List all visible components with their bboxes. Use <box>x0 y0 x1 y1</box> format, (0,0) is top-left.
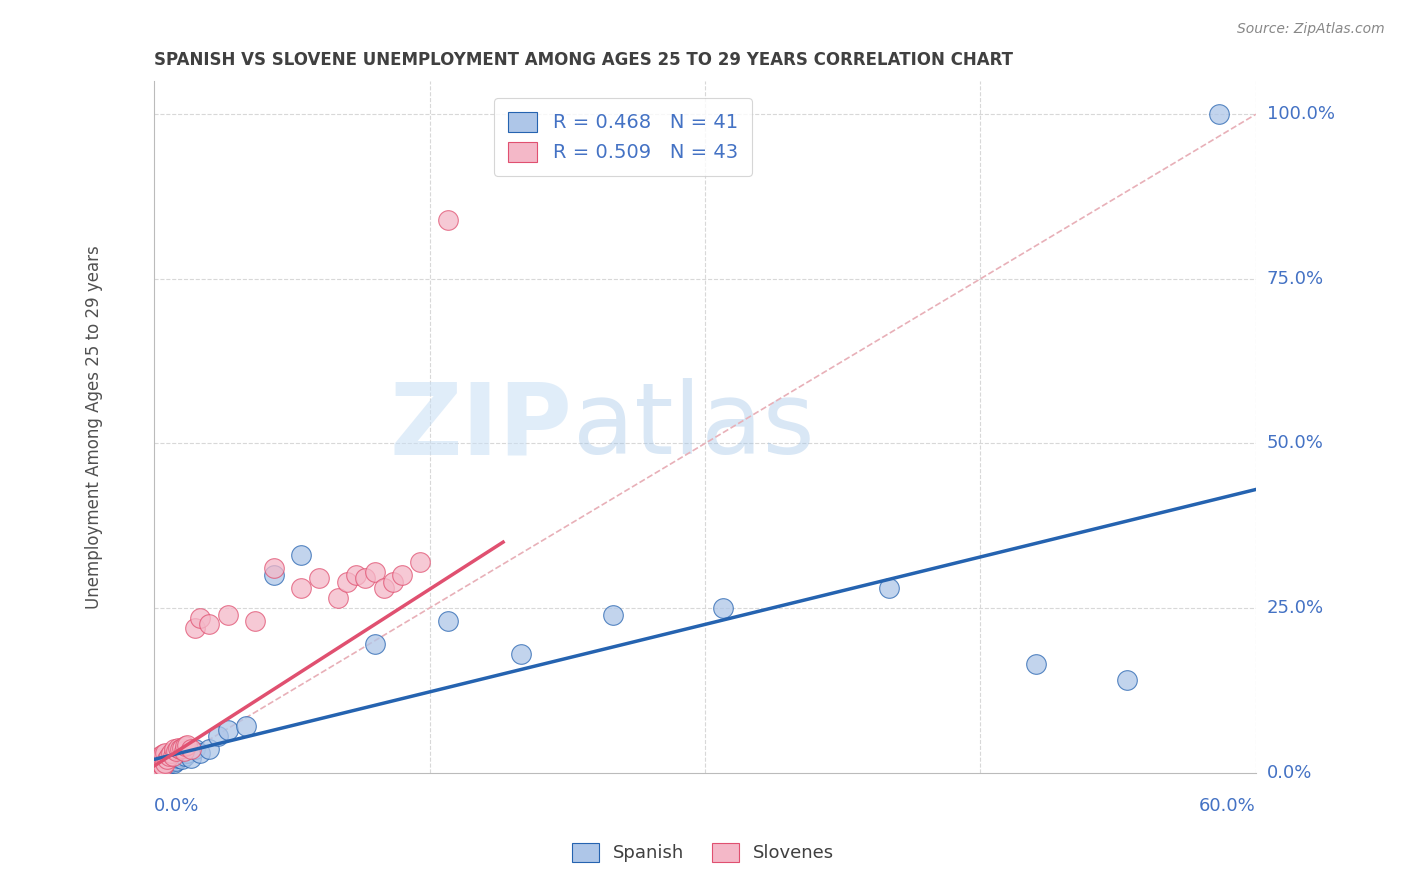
Point <box>145 756 167 770</box>
Point <box>163 756 186 770</box>
Point <box>159 746 181 760</box>
Text: 75.0%: 75.0% <box>1267 269 1324 288</box>
Point <box>169 749 191 764</box>
Point <box>165 744 187 758</box>
Point <box>167 751 190 765</box>
Point <box>162 752 184 766</box>
Text: 50.0%: 50.0% <box>1267 434 1324 452</box>
Point <box>149 757 172 772</box>
Point <box>170 752 193 766</box>
Point <box>146 759 169 773</box>
Point <box>149 754 172 768</box>
Point <box>150 757 173 772</box>
Point <box>183 742 205 756</box>
Point <box>344 568 367 582</box>
Text: 100.0%: 100.0% <box>1267 105 1334 123</box>
Point <box>336 574 359 589</box>
Point <box>150 751 173 765</box>
Text: Unemployment Among Ages 25 to 29 years: Unemployment Among Ages 25 to 29 years <box>84 245 103 609</box>
Point <box>363 637 385 651</box>
Point <box>152 747 174 761</box>
Point <box>156 752 179 766</box>
Point <box>174 749 197 764</box>
Point <box>157 756 180 770</box>
Point <box>877 581 900 595</box>
Point <box>155 756 177 770</box>
Point <box>363 565 385 579</box>
Point <box>1025 657 1047 671</box>
Point <box>159 754 181 768</box>
Point <box>169 742 191 756</box>
Point <box>217 723 239 737</box>
Point <box>381 574 404 589</box>
Text: SPANISH VS SLOVENE UNEMPLOYMENT AMONG AGES 25 TO 29 YEARS CORRELATION CHART: SPANISH VS SLOVENE UNEMPLOYMENT AMONG AG… <box>155 51 1014 69</box>
Point <box>152 751 174 765</box>
Point <box>1116 673 1139 688</box>
Point <box>150 752 173 766</box>
Text: ZIP: ZIP <box>389 378 572 475</box>
Point <box>245 614 267 628</box>
Point <box>150 760 173 774</box>
Point <box>290 549 312 563</box>
Text: 0.0%: 0.0% <box>155 797 200 814</box>
Point <box>163 742 186 756</box>
Point <box>157 749 180 764</box>
Point <box>146 756 169 770</box>
Point <box>235 719 257 733</box>
Point <box>437 614 460 628</box>
Point <box>155 759 177 773</box>
Point <box>149 749 172 764</box>
Point <box>145 762 167 776</box>
Point <box>180 751 202 765</box>
Point <box>373 581 395 595</box>
Point <box>156 752 179 766</box>
Point <box>152 759 174 773</box>
Point <box>391 568 413 582</box>
Point <box>437 212 460 227</box>
Text: 25.0%: 25.0% <box>1267 599 1324 617</box>
Point <box>188 611 211 625</box>
Point <box>1208 107 1230 121</box>
Point <box>308 571 330 585</box>
Point <box>167 740 190 755</box>
Point <box>263 561 285 575</box>
Point <box>183 621 205 635</box>
Point <box>162 749 184 764</box>
Text: atlas: atlas <box>572 378 814 475</box>
Point <box>290 581 312 595</box>
Point <box>149 756 172 770</box>
Point <box>207 729 229 743</box>
Point <box>198 617 221 632</box>
Point <box>176 738 198 752</box>
Point <box>198 742 221 756</box>
Point <box>176 746 198 760</box>
Point <box>174 739 197 754</box>
Point <box>155 754 177 768</box>
Point <box>409 555 432 569</box>
Point <box>165 754 187 768</box>
Legend: R = 0.468   N = 41, R = 0.509   N = 43: R = 0.468 N = 41, R = 0.509 N = 43 <box>495 98 752 176</box>
Text: 0.0%: 0.0% <box>1267 764 1312 781</box>
Point <box>180 742 202 756</box>
Point <box>146 752 169 766</box>
Point <box>152 756 174 770</box>
Point <box>173 744 195 758</box>
Point <box>146 759 169 773</box>
Point <box>188 746 211 760</box>
Point <box>156 757 179 772</box>
Point <box>217 607 239 622</box>
Text: 60.0%: 60.0% <box>1199 797 1256 814</box>
Point <box>602 607 624 622</box>
Legend: Spanish, Slovenes: Spanish, Slovenes <box>565 836 841 870</box>
Point <box>263 568 285 582</box>
Point <box>145 762 167 776</box>
Point <box>170 740 193 755</box>
Point <box>510 647 533 661</box>
Point <box>155 746 177 760</box>
Point <box>326 591 349 605</box>
Point <box>713 601 735 615</box>
Point <box>354 571 377 585</box>
Text: Source: ZipAtlas.com: Source: ZipAtlas.com <box>1237 22 1385 37</box>
